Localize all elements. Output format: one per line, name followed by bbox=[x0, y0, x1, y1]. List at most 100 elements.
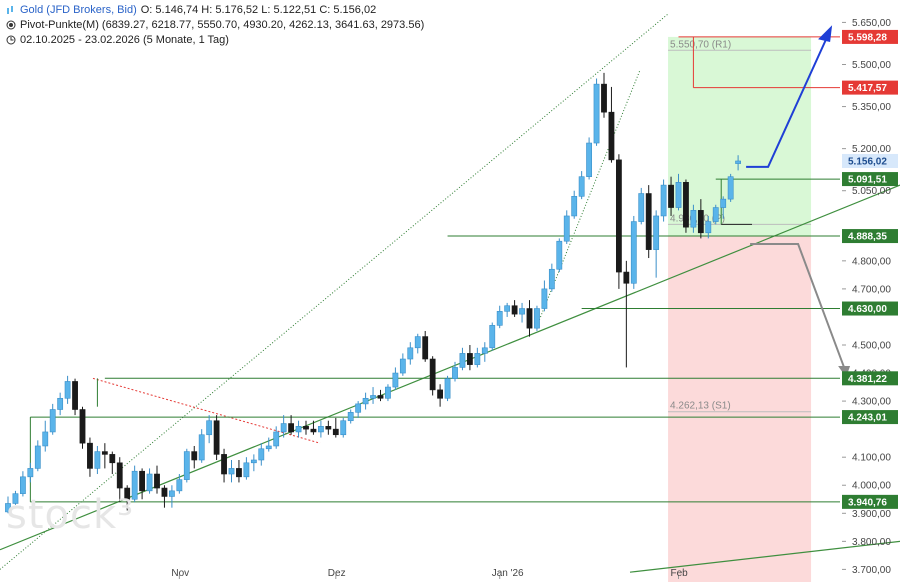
candle bbox=[586, 137, 592, 180]
candle-body bbox=[19, 476, 26, 494]
candle-body bbox=[243, 462, 250, 478]
ohlc-values: O: 5.146,74 H: 5.176,52 L: 5.122,51 C: 5… bbox=[140, 4, 377, 16]
candle bbox=[265, 437, 272, 452]
watermark-logo: stock³ bbox=[6, 492, 135, 538]
candle bbox=[474, 347, 481, 368]
x-tick-label: Feb bbox=[671, 568, 689, 579]
candle bbox=[526, 300, 533, 337]
y-tick-label: 3.700,00 bbox=[852, 565, 891, 576]
candle-body bbox=[64, 381, 71, 399]
candle-body bbox=[452, 367, 458, 379]
current-price-label-bg bbox=[842, 153, 898, 168]
resistance-zone bbox=[668, 36, 812, 237]
candle-body bbox=[370, 395, 376, 399]
candle bbox=[176, 474, 183, 494]
candle bbox=[392, 367, 399, 390]
candle-body bbox=[161, 487, 168, 497]
candle bbox=[362, 392, 369, 410]
candle bbox=[496, 305, 503, 329]
candle bbox=[109, 451, 116, 475]
candle bbox=[27, 462, 34, 483]
candle-body bbox=[459, 353, 466, 368]
level-price-label: 5.091,51 bbox=[848, 175, 887, 186]
candle-body bbox=[399, 358, 406, 374]
candle bbox=[131, 465, 138, 503]
candle-body bbox=[295, 426, 302, 433]
candle-body bbox=[303, 426, 309, 430]
candle-body bbox=[146, 473, 153, 492]
candle bbox=[347, 409, 354, 424]
candle bbox=[675, 173, 682, 211]
candle bbox=[332, 417, 339, 438]
indicator-dot-icon[interactable] bbox=[6, 20, 16, 30]
candle bbox=[697, 199, 704, 239]
level-price-label: 4.888,35 bbox=[848, 232, 887, 243]
candle-body bbox=[735, 160, 741, 164]
candle-body bbox=[42, 431, 49, 447]
symbol-name[interactable]: Gold (JFD Brokers, Bid) bbox=[20, 4, 137, 16]
candle bbox=[735, 155, 741, 171]
candle-body bbox=[273, 431, 280, 447]
candle bbox=[295, 420, 302, 438]
candle-body bbox=[27, 468, 34, 478]
candle-body bbox=[317, 426, 324, 433]
candle bbox=[221, 448, 227, 483]
candle bbox=[690, 204, 697, 233]
candle bbox=[340, 417, 347, 438]
candle-body bbox=[496, 311, 503, 326]
level-price-label: 4.381,22 bbox=[848, 374, 887, 385]
candle bbox=[563, 210, 570, 245]
candle bbox=[705, 215, 712, 239]
candle-body bbox=[139, 470, 145, 492]
candle bbox=[325, 420, 332, 435]
candle-body bbox=[504, 305, 511, 312]
y-tick-label: 4.700,00 bbox=[852, 284, 891, 295]
candle-body bbox=[198, 434, 205, 461]
support-zone bbox=[668, 236, 812, 582]
candle bbox=[154, 465, 160, 494]
candle-body bbox=[79, 409, 86, 444]
candle bbox=[19, 471, 26, 497]
pivot-label: 5.550,70 (R1) bbox=[670, 39, 731, 50]
candle bbox=[645, 185, 652, 259]
candle-body bbox=[601, 83, 607, 113]
candle bbox=[385, 384, 391, 402]
candle-body bbox=[474, 353, 481, 365]
candle bbox=[213, 415, 220, 460]
candle bbox=[407, 342, 414, 365]
candle-body bbox=[392, 372, 399, 388]
candle bbox=[243, 457, 250, 480]
lower-trend-line bbox=[629, 540, 900, 573]
candle bbox=[668, 176, 674, 216]
candle-body bbox=[668, 184, 674, 208]
candle-body bbox=[176, 479, 183, 492]
candle-body bbox=[57, 397, 64, 410]
candle bbox=[593, 78, 600, 146]
candle bbox=[116, 457, 123, 503]
candle bbox=[638, 187, 645, 225]
candle bbox=[481, 342, 488, 362]
candle-body bbox=[265, 445, 272, 450]
candle-body bbox=[727, 176, 734, 200]
candle-body bbox=[34, 445, 41, 469]
candle bbox=[660, 179, 667, 222]
candle-body bbox=[571, 196, 578, 217]
candle bbox=[236, 459, 242, 483]
range-header: 02.10.2025 - 23.02.2026 (5 Monate, 1 Tag… bbox=[6, 34, 229, 46]
candle bbox=[64, 375, 71, 404]
candle-body bbox=[347, 412, 354, 422]
x-tick-label: Jan '26 bbox=[492, 568, 524, 579]
pivot-indicator[interactable]: Pivot-Punkte(M) (6839.27, 6218.77, 5550.… bbox=[20, 19, 425, 31]
bullish-arrow bbox=[746, 38, 828, 168]
candle-body bbox=[310, 428, 317, 433]
candle-body bbox=[72, 381, 78, 410]
candle-body bbox=[191, 451, 198, 461]
candle bbox=[437, 384, 443, 407]
candle bbox=[452, 361, 458, 382]
candle bbox=[422, 330, 429, 362]
candle-body bbox=[332, 428, 339, 436]
candle-body bbox=[615, 159, 622, 273]
candle-body bbox=[355, 403, 362, 413]
level-price-label-bg bbox=[842, 229, 898, 244]
candle-body bbox=[109, 454, 116, 464]
